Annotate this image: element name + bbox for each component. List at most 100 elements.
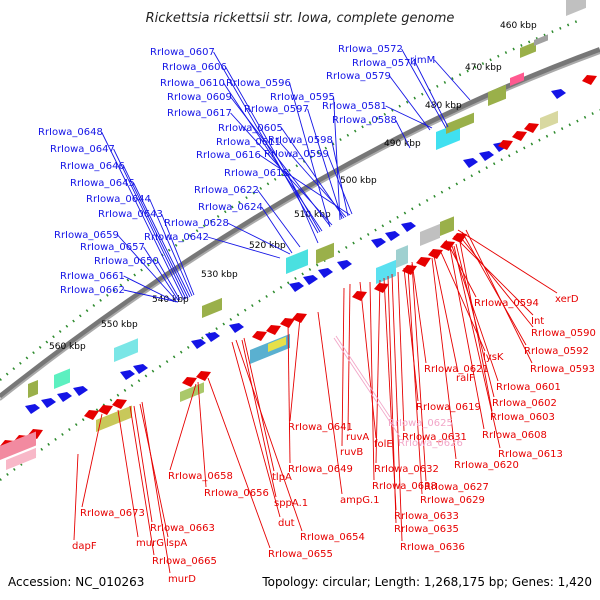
leader-line [331, 139, 349, 217]
reverse-gene-label: ampG.1 [340, 495, 380, 506]
feature-track [0, 0, 597, 470]
reverse-gene-arrow [440, 241, 455, 251]
leader-line [73, 453, 79, 541]
forward-gene-label: RrIowa_0579 [326, 71, 391, 82]
genome-summary: Topology: circular; Length: 1,268,175 bp… [261, 575, 592, 589]
leader-line [433, 255, 459, 373]
forward-gene-label: RrIowa_0628 [164, 218, 229, 229]
tick-label: 490 kbp [384, 139, 421, 149]
feature-block [286, 249, 308, 274]
reverse-gene-label: RrIowa_0665 [152, 556, 217, 567]
forward-gene-arrow [133, 364, 148, 374]
reverse-gene-label: dut [278, 518, 295, 529]
forward-gene-label: RrIowa_0611 [216, 137, 281, 148]
leader-line [461, 231, 527, 346]
leader-line [453, 245, 501, 449]
feature-block [28, 379, 38, 399]
leader-line [411, 261, 427, 364]
forward-gene-arrow [371, 238, 386, 248]
feature-block [510, 72, 524, 87]
leader-line [113, 148, 187, 300]
reverse-gene-label: ruvB [340, 447, 363, 458]
reverse-gene-label: RrIowa_0613 [498, 449, 563, 460]
reverse-gene-label: RrIowa_0641 [288, 422, 353, 433]
forward-gene-label: RrIowa_0598 [268, 135, 333, 146]
reverse-gene-label: RrIowa_0658 [168, 471, 233, 482]
leader-line [335, 335, 391, 418]
forward-gene-label: RrIowa_0657 [80, 242, 145, 253]
reverse-gene-label: RrIowa_0638 [372, 481, 437, 492]
leader-line [407, 267, 423, 495]
leader-line [434, 59, 471, 101]
reverse-gene-label: RrIowa_0649 [288, 464, 353, 475]
feature-block [540, 110, 558, 131]
reverse-gene-arrow [98, 405, 113, 415]
reverse-gene-label: RrIowa_0593 [530, 364, 595, 375]
tick-label: 460 kbp [500, 21, 537, 31]
feature-block [520, 41, 536, 58]
reverse-gene-arrow [582, 75, 597, 85]
leader-line [391, 273, 403, 542]
reverse-gene-label: RrIowa_0636 [400, 542, 465, 553]
forward-gene-label: RrIowa_0646 [60, 161, 125, 172]
reverse-gene-label: lysK [483, 352, 504, 363]
forward-gene-label: RrIowa_0610 [160, 78, 225, 89]
forward-gene-label: rimM [410, 55, 435, 66]
leader-line [457, 229, 558, 294]
reverse-gene-arrow [196, 371, 211, 381]
forward-gene-label: RrIowa_0588 [332, 115, 397, 126]
leader-line [129, 405, 155, 556]
leader-line [231, 341, 281, 518]
leader-line [307, 108, 343, 220]
forward-gene-label: RrIowa_0606 [162, 62, 227, 73]
forward-gene-label: RrIowa_0574 [352, 58, 417, 69]
forward-gene-arrow [479, 151, 494, 161]
reverse-gene-label: RrIowa_0627 [424, 482, 489, 493]
reverse-gene-label: RrIowa_0619 [416, 402, 481, 413]
forward-gene-arrow [551, 89, 566, 99]
feature-block [96, 405, 132, 432]
reverse-gene-arrow [452, 233, 467, 243]
leader-line [223, 82, 323, 232]
feature-block [396, 245, 408, 268]
tick-label: 470 kbp [465, 63, 502, 73]
forward-gene-arrow [289, 282, 304, 292]
leader-line [157, 260, 181, 301]
leader-line [241, 339, 277, 498]
forward-gene-label: RrIowa_0644 [86, 194, 151, 205]
forward-gene-arrow [73, 386, 88, 396]
forward-gene-label: RrIowa_0612 [224, 168, 289, 179]
leader-line [287, 321, 291, 464]
leader-line [333, 96, 341, 221]
reverse-gene-arrow [182, 377, 197, 387]
leader-line [169, 383, 197, 471]
leader-line [341, 287, 345, 447]
leader-line [449, 247, 485, 430]
reverse-gene-label: lspA [166, 538, 187, 549]
reverse-gene-label: ruvA [346, 432, 369, 443]
forward-gene-label: RrIowa_0605 [218, 123, 283, 134]
feature-block [440, 216, 454, 236]
reverse-gene-label: RrIowa_0594 [474, 298, 539, 309]
reverse-gene-label: RrIowa_0621 [424, 364, 489, 375]
feature-block [488, 84, 506, 106]
leader-line [327, 153, 353, 215]
forward-gene-label: RrIowa_0572 [338, 44, 403, 55]
forward-gene-label: RrIowa_0647 [50, 144, 115, 155]
feature-block [376, 259, 396, 284]
leader-line [243, 337, 275, 472]
leader-line [123, 289, 179, 303]
leader-line [287, 172, 319, 244]
forward-gene-label: RrIowa_0661 [60, 271, 125, 282]
feature-block [534, 34, 548, 47]
forward-gene-label: RrIowa_0648 [38, 127, 103, 138]
leader-line [133, 405, 153, 523]
leader-line [289, 82, 331, 228]
feature-block [114, 338, 138, 363]
reverse-gene-label: murD [168, 574, 196, 585]
forward-gene-arrow [25, 404, 40, 414]
feature-block [566, 0, 586, 17]
pseudogene-label: RrIowa_0626 [398, 438, 463, 449]
feature-block [0, 431, 36, 460]
forward-gene-arrow [318, 268, 333, 278]
